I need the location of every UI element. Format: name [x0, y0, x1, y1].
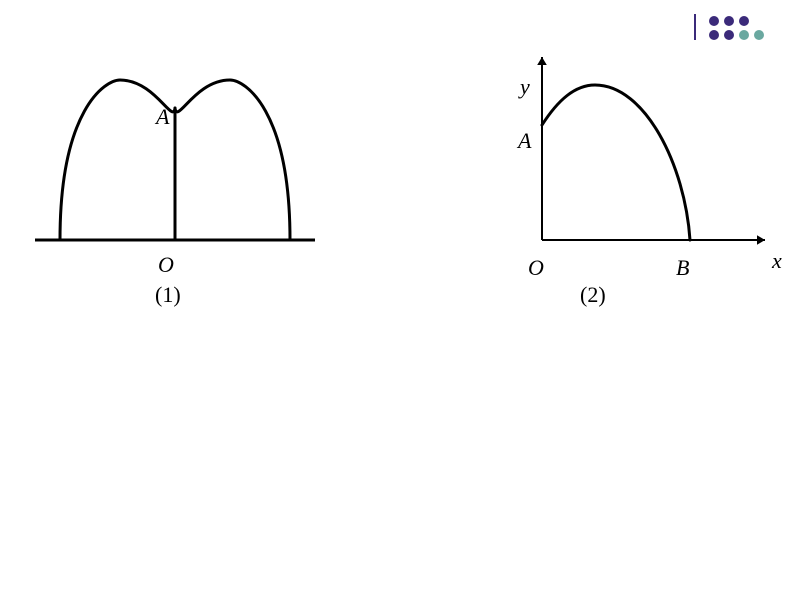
- label-O-2: O: [528, 255, 544, 281]
- label-x: x: [772, 248, 782, 274]
- logo-dot-icon: [709, 16, 719, 26]
- diagram-1: [25, 60, 325, 280]
- caption-1: (1): [155, 282, 181, 308]
- logo-dot-icon: [754, 30, 764, 40]
- diagram-2: [490, 45, 790, 280]
- label-y: y: [520, 74, 530, 100]
- logo-dot-icon: [739, 16, 749, 26]
- label-B: B: [676, 255, 689, 281]
- logo-dot-icon: [709, 30, 719, 40]
- label-O-1: O: [158, 252, 174, 278]
- logo-bar: [694, 14, 696, 40]
- label-A-1: A: [156, 104, 169, 130]
- logo-dot-icon: [724, 16, 734, 26]
- logo-dot-icon: [739, 30, 749, 40]
- label-A-2: A: [518, 128, 531, 154]
- logo-dot-icon: [724, 30, 734, 40]
- caption-2: (2): [580, 282, 606, 308]
